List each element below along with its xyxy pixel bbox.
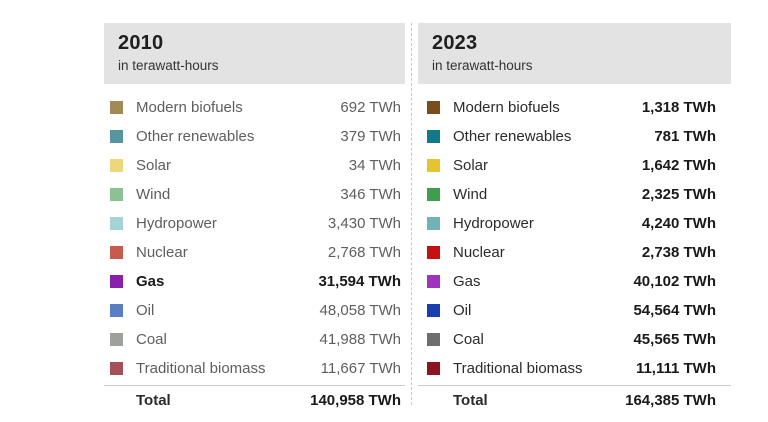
row-label: Traditional biomass <box>453 360 583 377</box>
color-swatch-icon <box>110 101 123 114</box>
table-row-oil: Oil 48,058 TWh <box>104 296 405 325</box>
row-value: 1,318 TWh <box>641 99 716 116</box>
table-row-solar: Solar 1,642 TWh <box>418 151 731 180</box>
table-row-traditional-biomass: Traditional biomass 11,667 TWh <box>104 354 405 383</box>
row-value: 379 TWh <box>340 128 401 145</box>
row-value: 346 TWh <box>340 186 401 203</box>
table-row-nuclear: Nuclear 2,738 TWh <box>418 238 731 267</box>
row-label: Other renewables <box>136 128 255 145</box>
vertical-dashed-divider <box>411 23 412 405</box>
table-row-hydropower: Hydropower 4,240 TWh <box>418 209 731 238</box>
total-label: Total <box>136 392 171 409</box>
total-value: 140,958 TWh <box>310 392 401 409</box>
table-row-other-renewables: Other renewables 781 TWh <box>418 122 731 151</box>
table-unit-subtitle: in terawatt-hours <box>432 58 533 73</box>
row-value: 40,102 TWh <box>633 273 716 290</box>
row-label: Modern biofuels <box>453 99 560 116</box>
row-value: 781 TWh <box>654 128 716 145</box>
table-row-coal: Coal 41,988 TWh <box>104 325 405 354</box>
row-value: 41,988 TWh <box>319 331 401 348</box>
table-row-other-renewables: Other renewables 379 TWh <box>104 122 405 151</box>
row-label: Wind <box>453 186 488 203</box>
row-value: 2,738 TWh <box>641 244 716 261</box>
table-unit-subtitle: in terawatt-hours <box>118 58 219 73</box>
row-label: Coal <box>453 331 484 348</box>
table-row-solar: Solar 34 TWh <box>104 151 405 180</box>
color-swatch-icon <box>427 333 440 346</box>
table-rows: Modern biofuels 692 TWh Other renewables… <box>104 93 405 383</box>
table-year: 2023 <box>432 32 478 54</box>
table-row-nuclear: Nuclear 2,768 TWh <box>104 238 405 267</box>
color-swatch-icon <box>110 130 123 143</box>
table-row-traditional-biomass: Traditional biomass 11,111 TWh <box>418 354 731 383</box>
row-value: 2,768 TWh <box>327 244 401 261</box>
row-label: Solar <box>453 157 489 174</box>
color-swatch-icon <box>110 246 123 259</box>
table-row-coal: Coal 45,565 TWh <box>418 325 731 354</box>
color-swatch-icon <box>110 159 123 172</box>
color-swatch-icon <box>427 217 440 230</box>
table-row-gas-highlighted: Gas 31,594 TWh <box>104 267 405 296</box>
table-header-2023: 2023 in terawatt-hours <box>418 23 731 84</box>
color-swatch-icon <box>110 188 123 201</box>
table-row-hydropower: Hydropower 3,430 TWh <box>104 209 405 238</box>
row-value: 4,240 TWh <box>641 215 716 232</box>
color-swatch-icon <box>427 101 440 114</box>
table-row-oil: Oil 54,564 TWh <box>418 296 731 325</box>
table-row-modern-biofuels: Modern biofuels 1,318 TWh <box>418 93 731 122</box>
row-value: 31,594 TWh <box>318 273 401 290</box>
table-total-row: Total 140,958 TWh <box>104 385 405 415</box>
row-value: 692 TWh <box>340 99 401 116</box>
color-swatch-icon <box>427 362 440 375</box>
color-swatch-icon <box>427 246 440 259</box>
color-swatch-icon <box>427 188 440 201</box>
energy-table-2023: 2023 in terawatt-hours Modern biofuels 1… <box>418 23 731 415</box>
table-row-modern-biofuels: Modern biofuels 692 TWh <box>104 93 405 122</box>
table-row-wind: Wind 2,325 TWh <box>418 180 731 209</box>
table-total-row: Total 164,385 TWh <box>418 385 731 415</box>
row-label: Traditional biomass <box>136 360 266 377</box>
row-label: Nuclear <box>453 244 505 261</box>
table-row-gas: Gas 40,102 TWh <box>418 267 731 296</box>
energy-table-2010: 2010 in terawatt-hours Modern biofuels 6… <box>104 23 405 415</box>
row-label: Solar <box>136 157 172 174</box>
row-label: Oil <box>136 302 155 319</box>
row-value: 3,430 TWh <box>327 215 401 232</box>
total-label: Total <box>453 392 488 409</box>
row-label: Other renewables <box>453 128 572 145</box>
row-value: 1,642 TWh <box>641 157 716 174</box>
row-label: Hydropower <box>453 215 534 232</box>
row-label: Coal <box>136 331 167 348</box>
table-header-2010: 2010 in terawatt-hours <box>104 23 405 84</box>
color-swatch-icon <box>427 159 440 172</box>
table-row-wind: Wind 346 TWh <box>104 180 405 209</box>
color-swatch-icon <box>110 362 123 375</box>
total-value: 164,385 TWh <box>625 392 716 409</box>
color-swatch-icon <box>110 333 123 346</box>
row-value: 11,667 TWh <box>320 360 401 377</box>
row-value: 11,111 TWh <box>635 360 716 377</box>
row-value: 54,564 TWh <box>633 302 716 319</box>
table-year: 2010 <box>118 32 164 54</box>
table-rows: Modern biofuels 1,318 TWh Other renewabl… <box>418 93 731 383</box>
row-label: Nuclear <box>136 244 188 261</box>
row-label: Oil <box>453 302 472 319</box>
row-label: Hydropower <box>136 215 217 232</box>
row-label: Modern biofuels <box>136 99 243 116</box>
color-swatch-icon <box>110 275 123 288</box>
color-swatch-icon <box>110 217 123 230</box>
row-value: 2,325 TWh <box>641 186 716 203</box>
row-value: 48,058 TWh <box>319 302 401 319</box>
color-swatch-icon <box>427 275 440 288</box>
row-label: Gas <box>453 273 481 290</box>
row-value: 34 TWh <box>348 157 401 174</box>
color-swatch-icon <box>110 304 123 317</box>
row-label: Wind <box>136 186 171 203</box>
row-label: Gas <box>136 273 165 290</box>
row-value: 45,565 TWh <box>633 331 716 348</box>
color-swatch-icon <box>427 130 440 143</box>
color-swatch-icon <box>427 304 440 317</box>
